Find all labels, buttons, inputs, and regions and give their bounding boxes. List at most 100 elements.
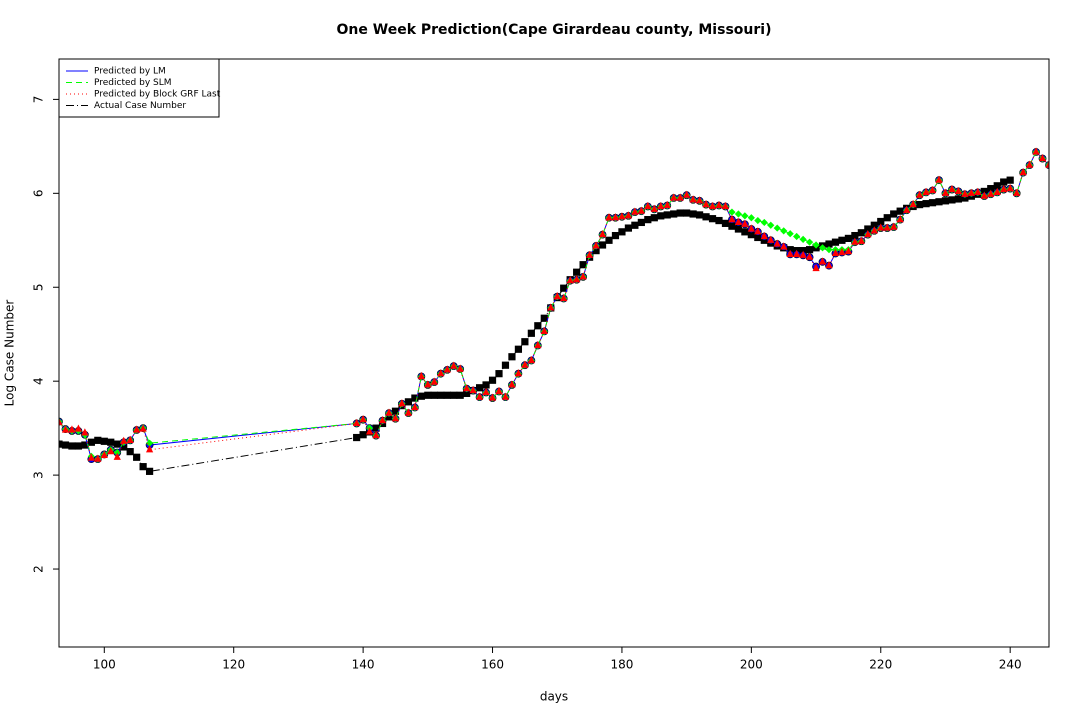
square-marker bbox=[605, 236, 613, 244]
diamond-marker bbox=[773, 224, 781, 232]
y-tick-label: 7 bbox=[32, 96, 46, 104]
triangle-marker bbox=[94, 454, 102, 462]
triangle-marker bbox=[689, 195, 697, 203]
triangle-marker bbox=[585, 250, 594, 258]
triangle-marker bbox=[1013, 188, 1021, 196]
square-marker bbox=[825, 240, 833, 248]
triangle-marker bbox=[540, 326, 548, 334]
diamond-marker bbox=[145, 439, 154, 447]
square-marker bbox=[877, 217, 885, 226]
triangle-marker bbox=[877, 223, 885, 231]
x-tick-label: 200 bbox=[740, 658, 763, 672]
square-marker bbox=[1006, 176, 1014, 184]
square-marker bbox=[676, 209, 684, 217]
square-marker bbox=[637, 218, 645, 227]
triangle-marker bbox=[961, 189, 969, 197]
square-marker bbox=[844, 234, 853, 243]
diamond-marker bbox=[799, 235, 807, 243]
square-marker bbox=[359, 431, 367, 439]
square-marker bbox=[100, 437, 108, 445]
triangle-marker bbox=[728, 215, 736, 223]
triangle-marker bbox=[941, 188, 950, 196]
square-marker bbox=[560, 284, 568, 292]
triangle-marker bbox=[74, 424, 83, 432]
triangle-marker bbox=[864, 230, 872, 238]
square-marker bbox=[805, 246, 814, 254]
triangle-marker bbox=[812, 263, 820, 272]
square-marker bbox=[463, 389, 471, 397]
diamond-marker bbox=[793, 232, 801, 241]
triangle-marker bbox=[365, 427, 374, 435]
triangle-marker bbox=[1006, 184, 1014, 192]
triangle-marker bbox=[670, 193, 678, 201]
square-marker bbox=[987, 185, 995, 193]
triangle-marker bbox=[631, 207, 639, 215]
square-marker bbox=[980, 187, 988, 196]
square-marker bbox=[948, 196, 956, 204]
square-marker bbox=[475, 384, 484, 392]
triangle-marker bbox=[61, 425, 70, 433]
triangle-marker bbox=[605, 213, 613, 221]
triangle-marker bbox=[747, 224, 755, 232]
square-marker bbox=[443, 391, 451, 399]
triangle-marker bbox=[553, 292, 561, 300]
square-marker bbox=[482, 381, 490, 389]
triangle-marker bbox=[508, 380, 516, 388]
square-marker bbox=[708, 215, 717, 223]
triangle-marker bbox=[592, 241, 600, 249]
triangle-marker bbox=[514, 369, 523, 377]
triangle-marker bbox=[1019, 168, 1027, 176]
triangle-marker bbox=[786, 249, 794, 257]
square-marker bbox=[126, 448, 134, 456]
x-tick-label: 220 bbox=[869, 658, 892, 672]
triangle-marker bbox=[391, 414, 400, 422]
triangle-marker bbox=[411, 402, 419, 411]
square-marker bbox=[883, 214, 891, 222]
triangle-marker bbox=[650, 204, 658, 212]
triangle-marker bbox=[909, 199, 917, 208]
diamond-marker bbox=[113, 448, 121, 457]
chart-title: One Week Prediction(Cape Girardeau count… bbox=[337, 22, 772, 38]
triangle-marker bbox=[424, 380, 432, 388]
legend-label: Actual Case Number bbox=[94, 101, 186, 111]
square-marker bbox=[657, 212, 665, 220]
square-marker bbox=[857, 229, 865, 237]
diamond-marker bbox=[825, 246, 833, 254]
plot-frame bbox=[58, 58, 1050, 648]
diamond-marker bbox=[818, 244, 827, 252]
square-marker bbox=[61, 441, 70, 449]
y-tick-label: 3 bbox=[32, 471, 46, 479]
square-marker bbox=[754, 233, 762, 242]
square-marker bbox=[1000, 178, 1008, 186]
triangle-marker bbox=[825, 261, 833, 269]
triangle-marker bbox=[100, 450, 108, 458]
square-marker bbox=[430, 391, 438, 399]
square-marker bbox=[741, 228, 749, 236]
triangle-marker bbox=[482, 387, 490, 396]
square-marker bbox=[521, 338, 529, 346]
square-marker bbox=[456, 391, 464, 399]
triangle-marker bbox=[870, 226, 878, 234]
square-marker bbox=[94, 436, 102, 444]
triangle-marker bbox=[980, 191, 988, 199]
triangle-marker bbox=[780, 242, 788, 250]
triangle-marker bbox=[1025, 160, 1034, 168]
triangle-marker bbox=[624, 211, 633, 219]
y-tick-label: 2 bbox=[32, 565, 46, 573]
triangle-marker bbox=[935, 175, 943, 183]
square-marker bbox=[540, 314, 548, 322]
legend-box bbox=[58, 58, 220, 118]
triangle-marker bbox=[851, 237, 859, 245]
diamond-marker bbox=[786, 230, 794, 238]
triangle-marker bbox=[488, 393, 497, 401]
square-marker bbox=[721, 219, 730, 227]
square-marker bbox=[663, 211, 671, 219]
triangle-marker bbox=[676, 193, 684, 201]
square-marker bbox=[702, 213, 710, 221]
square-marker bbox=[831, 238, 840, 246]
legend-label: Predicted by LM bbox=[94, 67, 166, 77]
square-marker bbox=[715, 216, 723, 225]
triangle-marker bbox=[372, 431, 380, 439]
diamond-marker bbox=[741, 212, 749, 220]
